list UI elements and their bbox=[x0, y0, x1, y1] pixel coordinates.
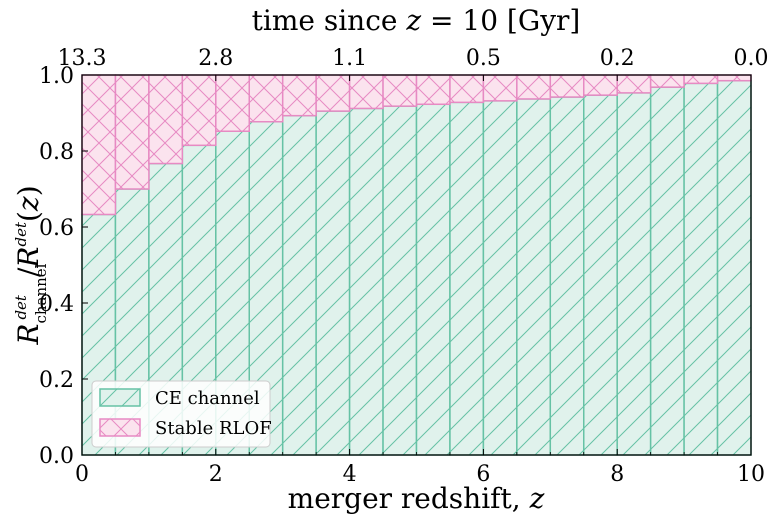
y-tick-label: 0.4 bbox=[39, 292, 74, 317]
ce-bar bbox=[516, 98, 552, 456]
ce-bar bbox=[281, 114, 317, 456]
ce-bar bbox=[382, 105, 418, 456]
legend: CE channel Stable RLOF bbox=[91, 380, 272, 448]
top-axis-ticks: 13.3 2.8 1.1 0.5 0.2 0.0 bbox=[58, 46, 769, 81]
legend-swatch-ce bbox=[99, 388, 141, 407]
svg-text:Rchanneldet/Rdet(z): Rchanneldet/Rdet(z) bbox=[12, 185, 50, 345]
rlof-bar bbox=[449, 74, 485, 104]
ce-bar bbox=[449, 101, 485, 456]
top-axis-title: time since z = 10 [Gyr] bbox=[252, 4, 581, 37]
ce-bar bbox=[616, 92, 652, 456]
rlof-bar bbox=[348, 74, 384, 110]
x-tick-label: 2 bbox=[209, 462, 223, 487]
x-tick-label: 4 bbox=[343, 462, 357, 487]
rlof-bar bbox=[583, 74, 618, 96]
ce-bar bbox=[716, 79, 752, 456]
top-tick-label: 0.2 bbox=[600, 46, 635, 71]
x-tick-label: 10 bbox=[737, 462, 765, 487]
y-axis-title: Rchanneldet/Rdet(z) bbox=[12, 185, 50, 345]
y-tick-label: 1.0 bbox=[39, 64, 74, 89]
rlof-bar bbox=[382, 74, 418, 107]
rlof-bar bbox=[148, 74, 184, 165]
ce-bar bbox=[482, 100, 518, 456]
top-tick-label: 13.3 bbox=[58, 46, 107, 71]
x-tick-label: 6 bbox=[476, 462, 490, 487]
rlof-bar bbox=[315, 74, 351, 112]
x-axis-title: merger redshift, z bbox=[288, 482, 545, 515]
rlof-bar bbox=[415, 74, 451, 106]
x-axis-ticks: 0 2 4 6 8 10 bbox=[75, 449, 765, 487]
rlof-bar bbox=[716, 74, 752, 82]
top-tick-label: 0.0 bbox=[734, 46, 769, 71]
ce-bar bbox=[549, 96, 585, 456]
ce-bar bbox=[415, 103, 451, 456]
legend-swatch-rlof bbox=[99, 418, 141, 437]
top-tick-label: 2.8 bbox=[198, 46, 233, 71]
y-tick-label: 0.2 bbox=[39, 368, 74, 393]
rlof-bar bbox=[549, 74, 585, 98]
rlof-bar bbox=[516, 74, 552, 100]
ce-bar bbox=[649, 86, 685, 456]
rlof-bar bbox=[114, 74, 150, 190]
ce-bar bbox=[315, 110, 351, 456]
x-tick-label: 0 bbox=[75, 462, 89, 487]
ce-bar bbox=[683, 82, 719, 456]
rlof-bar bbox=[215, 74, 251, 132]
rlof-bar bbox=[649, 74, 685, 88]
rlof-bar bbox=[281, 74, 317, 117]
y-axis-ticks: 0.0 0.2 0.4 0.6 0.8 1.0 bbox=[39, 64, 88, 469]
ce-bar bbox=[583, 94, 618, 456]
legend-label-ce: CE channel bbox=[155, 388, 260, 409]
rlof-bar bbox=[181, 74, 217, 147]
y-tick-label: 0.6 bbox=[39, 216, 74, 241]
top-tick-label: 1.1 bbox=[332, 46, 367, 71]
rlof-bar bbox=[81, 74, 117, 216]
x-tick-label: 8 bbox=[610, 462, 624, 487]
legend-label-rlof: Stable RLOF bbox=[155, 418, 272, 439]
rlof-bar bbox=[248, 74, 284, 123]
y-tick-label: 0.8 bbox=[39, 140, 74, 165]
rlof-bar bbox=[482, 74, 518, 102]
y-tick-label: 0.0 bbox=[39, 444, 74, 469]
rlof-bar bbox=[616, 74, 652, 94]
ce-bar bbox=[348, 107, 384, 456]
top-tick-label: 0.5 bbox=[466, 46, 501, 71]
rlof-bar bbox=[683, 74, 719, 85]
